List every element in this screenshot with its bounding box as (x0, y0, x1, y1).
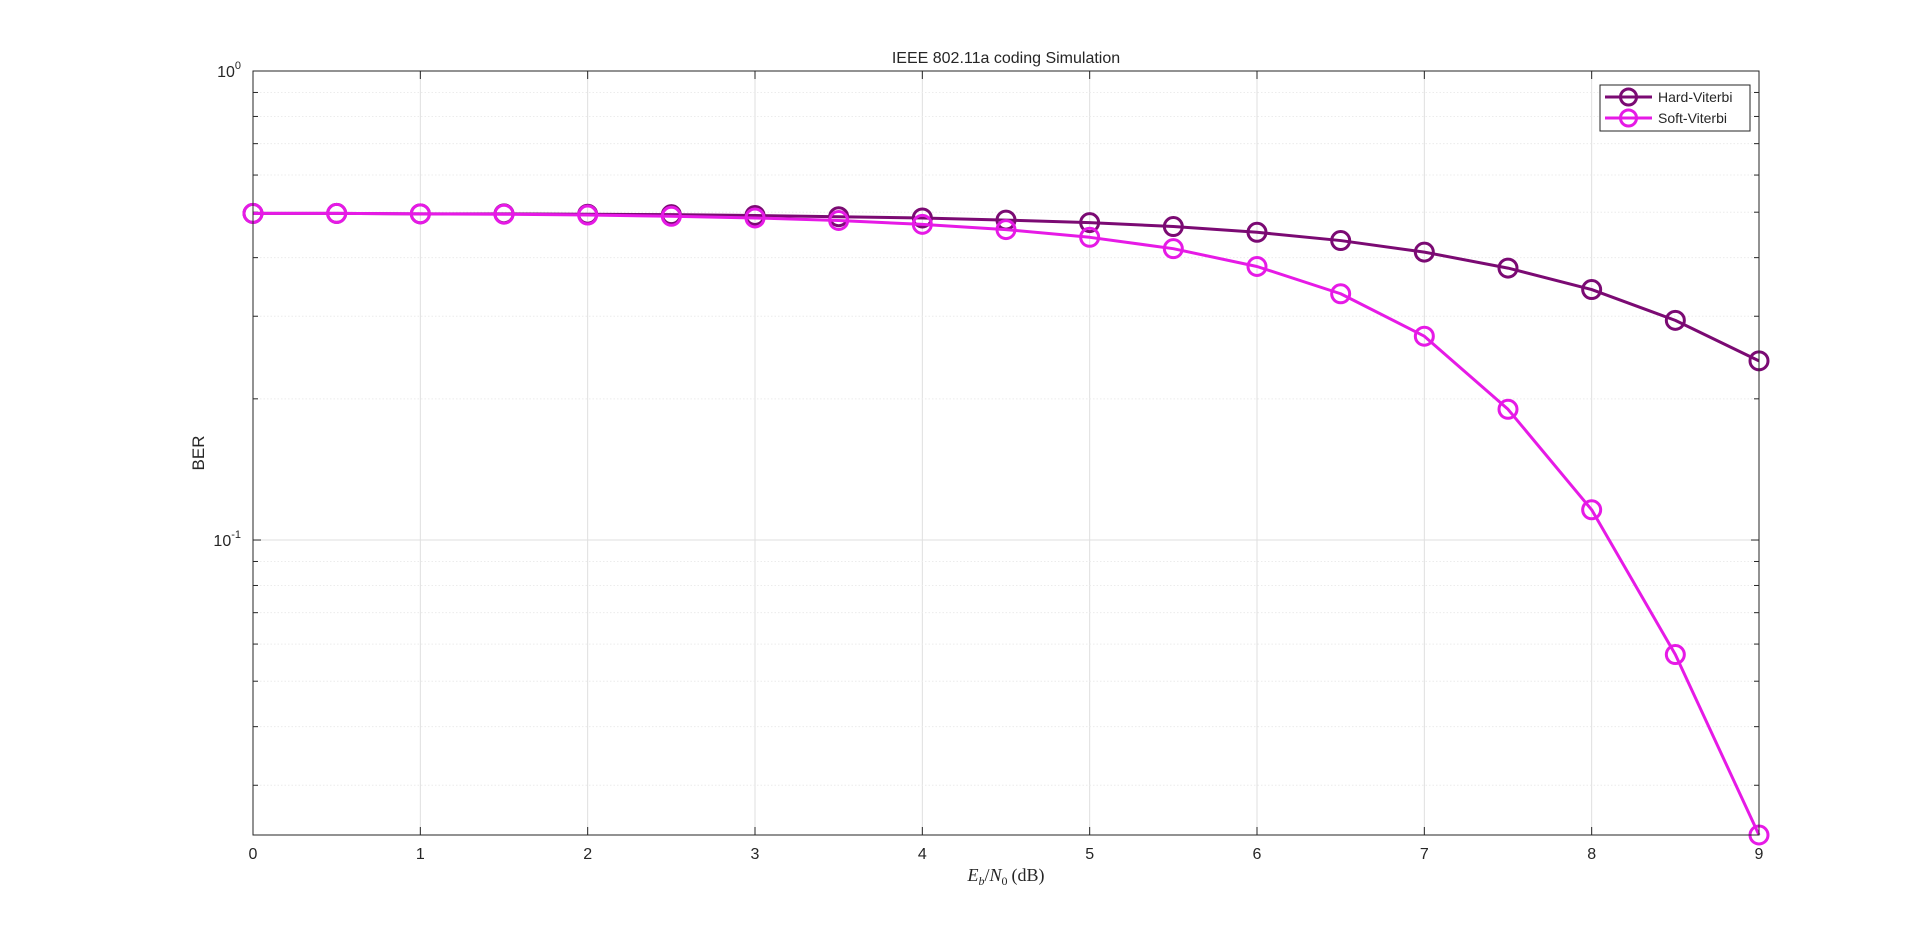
x-tick-label: 9 (1755, 846, 1764, 863)
data-point (1162, 216, 1184, 238)
x-tick-label: 4 (918, 846, 927, 863)
data-point (1330, 230, 1352, 252)
data-point (1079, 212, 1101, 234)
data-point (1581, 279, 1603, 301)
legend-marker (1619, 87, 1638, 107)
grid (253, 71, 1759, 835)
x-axis-label-zero: 0 (1002, 874, 1008, 888)
y-tick-label: 10-1 (213, 529, 241, 550)
data-point (911, 207, 933, 229)
x-axis-label-e: E (966, 865, 978, 885)
legend-box (1599, 84, 1751, 132)
data-point (1497, 398, 1519, 420)
y-axis-label: BER (189, 436, 208, 471)
y-tick-label-exponent: -1 (231, 529, 241, 541)
data-point (409, 203, 431, 225)
x-axis-label-n: N (989, 865, 1003, 885)
data-point (1162, 238, 1184, 260)
series-group (242, 202, 1770, 846)
x-tick-label: 3 (751, 846, 760, 863)
legend-item: Soft-Viterbi (1605, 108, 1727, 128)
series-soft-viterbi (242, 202, 1770, 846)
data-point (828, 210, 850, 232)
y-tick-label: 100 (217, 60, 241, 81)
data-point (1246, 221, 1268, 243)
data-point (1664, 309, 1686, 331)
chart-title: IEEE 802.11a coding Simulation (892, 50, 1120, 67)
x-tick-label: 0 (249, 846, 258, 863)
x-axis-label: Eb/N0 (dB) (966, 865, 1044, 888)
x-axis-label-slash: / (984, 865, 989, 885)
x-tick-label: 6 (1253, 846, 1262, 863)
data-point (1413, 241, 1435, 263)
x-axis-label-unit: (dB) (1012, 865, 1045, 886)
data-point (1330, 283, 1352, 305)
y-tick-label-exponent: 0 (235, 60, 241, 72)
data-point (1664, 644, 1686, 666)
data-point (660, 205, 682, 227)
x-tick-label: 5 (1085, 846, 1094, 863)
data-point (744, 207, 766, 229)
x-tick-label: 7 (1420, 846, 1429, 863)
data-point (1497, 257, 1519, 279)
x-tick-label: 2 (583, 846, 592, 863)
series-line (253, 211, 1761, 836)
x-tick-label: 1 (416, 846, 425, 863)
legend-label: Soft-Viterbi (1658, 110, 1727, 126)
legend: Hard-Viterbi Soft-Viterbi (1599, 84, 1751, 132)
data-point (911, 213, 933, 235)
data-point (1581, 499, 1603, 521)
x-tick-label: 8 (1587, 846, 1596, 863)
x-tick-labels: 0 1 2 3 4 5 6 7 8 9 (249, 846, 1764, 863)
legend-label: Hard-Viterbi (1658, 89, 1732, 105)
data-point (995, 219, 1017, 241)
y-tick-label-base: 10 (217, 64, 235, 81)
data-point (577, 204, 599, 226)
legend-item: Hard-Viterbi (1605, 87, 1732, 107)
x-axis-label-b: b (978, 874, 984, 888)
legend-marker (1619, 108, 1638, 128)
data-point (1246, 255, 1268, 277)
data-point (1079, 226, 1101, 248)
plot-area (253, 71, 1759, 835)
data-point (493, 203, 515, 225)
axes-box (252, 70, 1760, 836)
y-tick-label-base: 10 (213, 533, 231, 550)
data-point (1413, 325, 1435, 347)
data-point (326, 202, 348, 224)
